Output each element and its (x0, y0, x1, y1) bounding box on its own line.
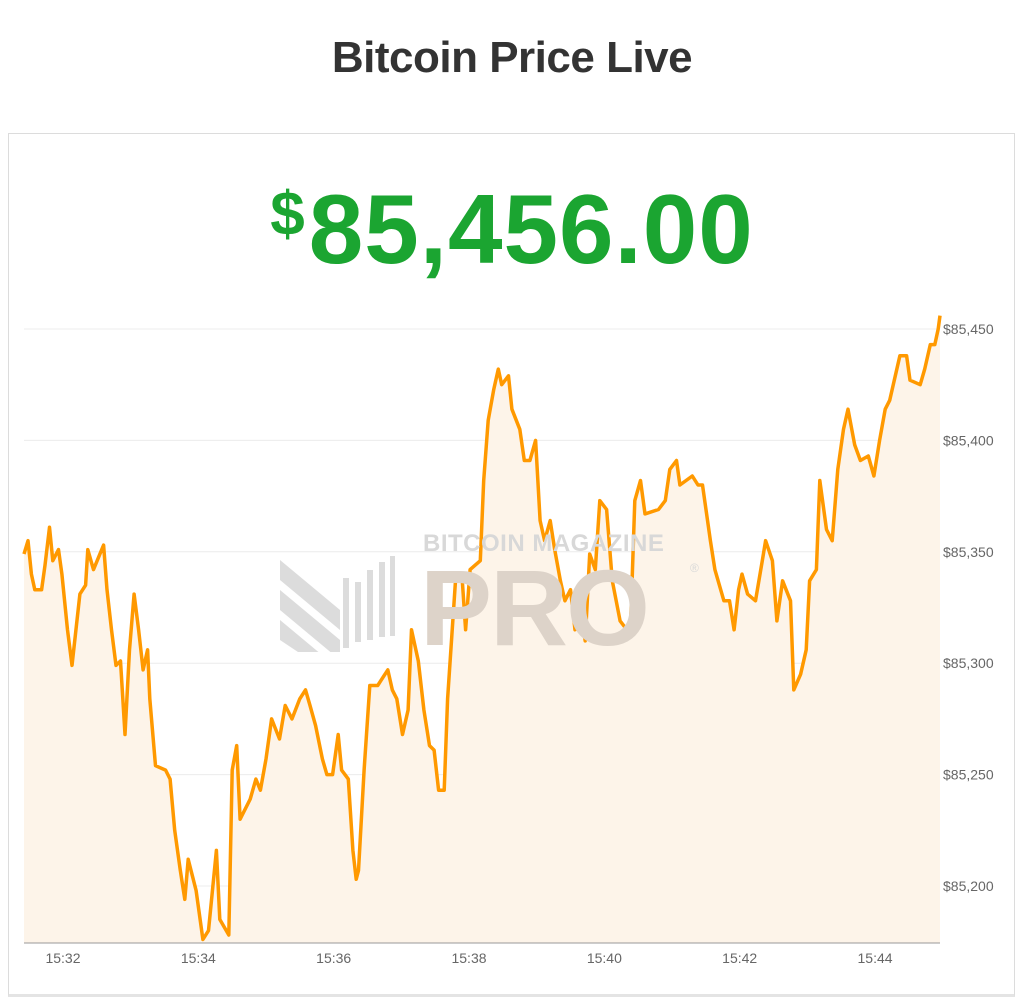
x-tick-label: 15:32 (45, 950, 80, 966)
watermark-line2: PRO (420, 547, 650, 668)
y-tick-label: $85,400 (943, 432, 994, 448)
watermark-logo-icon (280, 556, 395, 652)
y-tick-label: $85,200 (943, 878, 994, 894)
currency-symbol: $ (270, 180, 305, 249)
chart-card (8, 133, 1015, 997)
price-value: 85,456.00 (308, 174, 754, 284)
y-tick-label: $85,300 (943, 655, 994, 671)
x-tick-label: 15:38 (451, 950, 486, 966)
y-axis-labels: $85,200 $85,250 $85,300 $85,350 $85,400 $85,4… (943, 321, 994, 894)
x-tick-label: 15:44 (858, 950, 893, 966)
y-tick-label: $85,450 (943, 321, 994, 337)
price-line (22, 315, 942, 942)
page-title: Bitcoin Price Live (331, 33, 693, 82)
x-tick-label: 15:36 (316, 950, 351, 966)
y-tick-label: $85,250 (943, 767, 994, 783)
x-tick-label: 15:42 (722, 950, 757, 966)
price-area-fill (24, 315, 940, 944)
y-tick-label: $85,350 (943, 544, 994, 560)
live-price: $85,456.00 (0, 160, 1024, 284)
price-chart: $85,200 $85,250 $85,300 $85,350 $85,400 $85,4… (22, 315, 994, 966)
watermark-line1: BITCOIN MAGAZINE (423, 530, 665, 557)
watermark-registered: ® (690, 561, 699, 575)
x-tick-label: 15:34 (181, 950, 216, 966)
x-tick-label: 15:40 (587, 950, 622, 966)
x-axis-labels: 15:32 15:34 15:36 15:38 15:40 15:42 15:44 (45, 950, 892, 966)
